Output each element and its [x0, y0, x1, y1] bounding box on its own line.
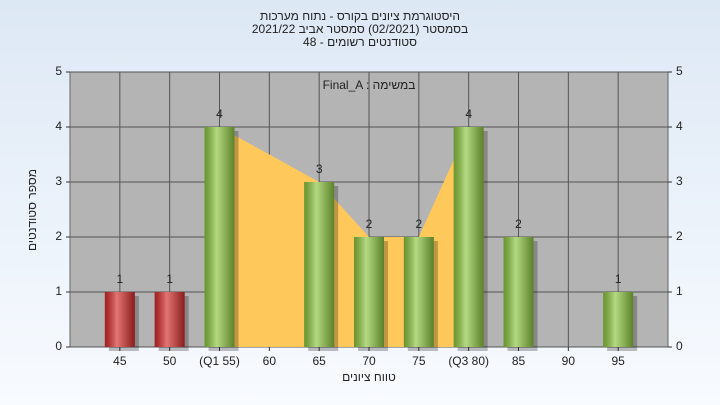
value-label: 2: [366, 217, 373, 231]
y-tick-label: 5: [55, 64, 62, 78]
y-tick-label: 3: [55, 174, 62, 188]
value-label: 2: [415, 217, 422, 231]
value-label: 4: [216, 107, 223, 121]
y2-tick-label: 4: [676, 119, 683, 133]
x-tick-label: (Q1 55): [199, 354, 240, 368]
bar-shine: [154, 292, 185, 347]
bar-shine: [354, 237, 384, 347]
bar-shine: [204, 127, 235, 347]
chart-subtitle: בסמסטר (02/2021) סמסטר אביב 2021/22: [252, 22, 468, 36]
y-tick-label: 4: [55, 119, 62, 133]
y2-tick-label: 0: [676, 339, 683, 353]
x-tick-label: 45: [113, 354, 127, 368]
bar-shine: [503, 237, 534, 347]
value-label: 4: [465, 107, 472, 121]
bar-shine: [603, 292, 634, 347]
chart-subtitle: סטודנטים רשומים - 48: [303, 35, 417, 49]
x-tick-label: 65: [312, 354, 326, 368]
bar-shine: [304, 182, 335, 347]
bar-shine: [104, 292, 135, 347]
x-tick-label: 95: [611, 354, 625, 368]
y2-tick-label: 5: [676, 64, 683, 78]
bar-shine: [403, 237, 434, 347]
value-label: 3: [316, 162, 323, 176]
x-tick-label: 60: [263, 354, 277, 368]
x-tick-label: (Q3 80): [448, 354, 489, 368]
value-label: 2: [515, 217, 522, 231]
y-tick-label: 0: [55, 339, 62, 353]
x-tick-label: 70: [362, 354, 376, 368]
annotation: Final_A : במשימה: [323, 78, 416, 92]
value-label: 1: [166, 272, 173, 286]
bar-shine: [453, 127, 484, 347]
x-tick-label: 90: [562, 354, 576, 368]
x-tick-label: 75: [412, 354, 426, 368]
value-label: 1: [116, 272, 123, 286]
value-label: 1: [615, 272, 622, 286]
y2-tick-label: 3: [676, 174, 683, 188]
y-axis-label: מספר סטודנטים: [25, 169, 39, 251]
x-tick-label: 85: [512, 354, 526, 368]
y-tick-label: 1: [55, 284, 62, 298]
x-tick-label: 50: [163, 354, 177, 368]
y2-tick-label: 2: [676, 229, 683, 243]
chart-title: היסטוגרמת ציונים בקורס - נתוח מערכות: [260, 9, 460, 23]
y-tick-label: 2: [55, 229, 62, 243]
y2-tick-label: 1: [676, 284, 683, 298]
x-axis-label: טווח ציונים: [342, 370, 396, 384]
